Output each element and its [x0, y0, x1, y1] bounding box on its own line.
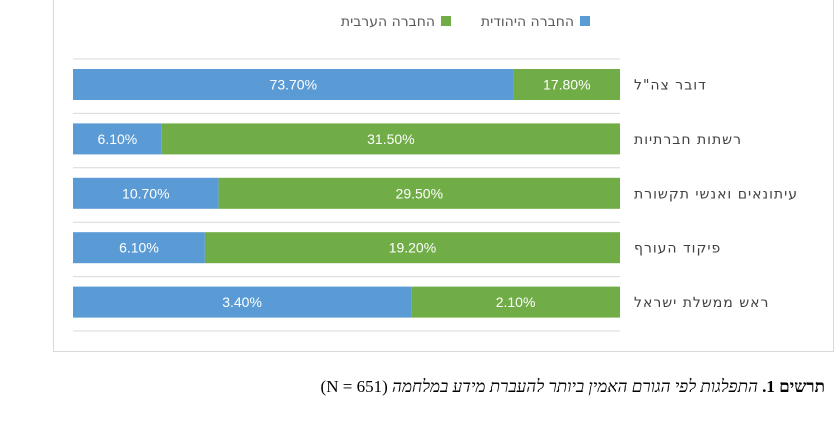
category-label: עיתונאים ואנשי תקשורת: [634, 186, 798, 202]
legend-swatch: [441, 16, 451, 26]
data-label: 2.10%: [496, 294, 536, 310]
data-label: 19.20%: [389, 240, 436, 256]
bar-segment-arab: [411, 286, 620, 318]
data-label: 3.40%: [222, 294, 262, 310]
legend-swatch: [580, 16, 590, 26]
bar-segment-arab: [513, 69, 620, 100]
bar-segment-jewish: [73, 177, 219, 209]
bar-segment-arab: [204, 232, 620, 264]
data-label: 73.70%: [270, 77, 317, 93]
data-label: 6.10%: [119, 240, 159, 256]
category-label: ראש ממשלת ישראל: [634, 295, 769, 311]
data-label: 17.80%: [543, 77, 590, 93]
bar-segment-jewish: [73, 69, 514, 100]
category-label: רשתות חברתיות: [634, 132, 742, 148]
category-labels: דובר צה"ל רשתות חברתיות עיתונאים ואנשי תקש…: [634, 78, 798, 312]
category-label: פיקוד העורף: [634, 241, 721, 257]
legend-label: החברה היהודית: [481, 14, 574, 30]
bar-segment-arab: [218, 177, 620, 209]
bar-segment-jewish: [73, 123, 162, 155]
category-label: דובר צה"ל: [634, 78, 707, 94]
figure-caption: תרשים 1. התפלגות לפי הגורם האמין ביותר ל…: [321, 377, 825, 397]
data-label: 31.50%: [367, 131, 414, 147]
bar-segment-jewish: [73, 232, 205, 264]
gridlines: [73, 58, 620, 332]
legend: החברה היהודית החברה הערבית: [341, 14, 590, 30]
caption-title: התפלגות לפי הגורם האמין ביותר להעברת מיד…: [392, 377, 758, 396]
data-label: 10.70%: [122, 185, 169, 201]
legend-label: החברה הערבית: [341, 14, 435, 30]
data-label: 6.10%: [98, 131, 138, 147]
data-label: 29.50%: [396, 185, 443, 201]
stacked-bar-chart: החברה היהודית החברה הערבית 73.70% 17.80% 6.…: [73, 14, 798, 332]
bar-segment-arab: [161, 123, 621, 155]
bars: 73.70% 17.80% 6.10% 31.50% 10.70% 29.50% 6.10%…: [73, 69, 621, 318]
bar-segment-jewish: [73, 286, 412, 318]
caption-sample-size: (N = 651): [320, 377, 388, 396]
caption-prefix: תרשים 1.: [762, 377, 825, 396]
